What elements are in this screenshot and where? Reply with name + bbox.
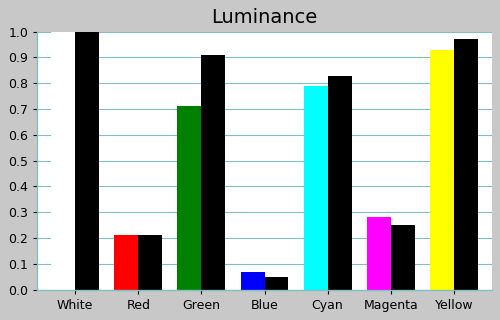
Bar	[114, 236, 138, 290]
Bar	[390, 225, 414, 290]
Bar	[454, 39, 478, 290]
Bar	[178, 107, 202, 290]
Bar	[328, 76, 351, 290]
Bar	[264, 277, 288, 290]
Bar	[202, 55, 226, 290]
Title: Luminance: Luminance	[212, 8, 318, 27]
Bar	[304, 86, 328, 290]
Bar	[430, 50, 454, 290]
Bar	[366, 217, 390, 290]
Bar	[51, 32, 75, 290]
Bar	[75, 32, 99, 290]
Bar	[240, 272, 264, 290]
Bar	[138, 236, 162, 290]
